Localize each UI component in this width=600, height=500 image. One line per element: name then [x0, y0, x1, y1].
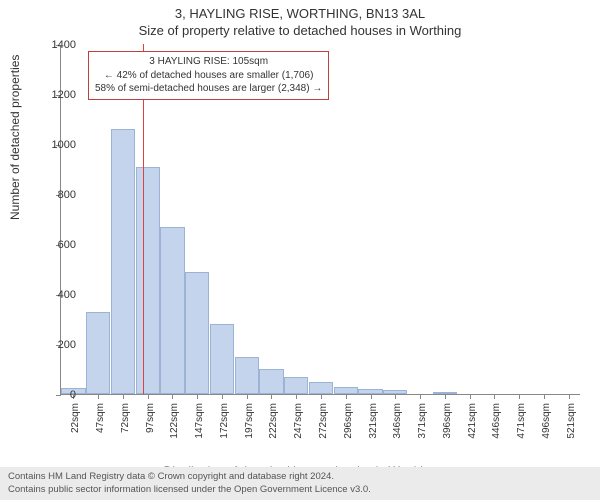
x-tick-label: 22sqm: [70, 403, 81, 433]
x-tick-label: 272sqm: [318, 403, 329, 439]
chart-area: 22sqm47sqm72sqm97sqm122sqm147sqm172sqm19…: [60, 45, 580, 395]
y-tick-mark: [56, 395, 61, 396]
y-tick-label: 800: [58, 189, 76, 201]
x-tick-label: 147sqm: [194, 403, 205, 439]
y-tick-label: 200: [58, 339, 76, 351]
histogram-bar: [334, 387, 358, 395]
x-tick-mark: [321, 394, 322, 399]
x-tick-label: 247sqm: [293, 403, 304, 439]
histogram-bar: [86, 312, 110, 395]
page-address: 3, HAYLING RISE, WORTHING, BN13 3AL: [0, 0, 600, 21]
x-tick-mark: [519, 394, 520, 399]
x-tick-label: 321sqm: [368, 403, 379, 439]
x-tick-mark: [197, 394, 198, 399]
x-tick-mark: [98, 394, 99, 399]
x-tick-label: 47sqm: [95, 403, 106, 433]
x-tick-mark: [470, 394, 471, 399]
histogram-bar: [309, 382, 333, 395]
x-tick-label: 172sqm: [219, 403, 230, 439]
histogram-bar: [259, 369, 283, 394]
histogram-bar: [284, 377, 308, 395]
x-tick-label: 72sqm: [120, 403, 131, 433]
y-tick-label: 600: [58, 239, 76, 251]
histogram-bar: [185, 272, 209, 395]
x-tick-mark: [222, 394, 223, 399]
x-tick-mark: [569, 394, 570, 399]
annotation-line3: 58% of semi-detached houses are larger (…: [95, 82, 322, 96]
histogram-bar: [160, 227, 184, 395]
x-tick-mark: [494, 394, 495, 399]
x-tick-label: 421sqm: [467, 403, 478, 439]
y-tick-label: 1000: [52, 139, 76, 151]
y-tick-label: 0: [70, 389, 76, 401]
y-tick-label: 1200: [52, 89, 76, 101]
x-tick-label: 521sqm: [566, 403, 577, 439]
x-tick-label: 222sqm: [268, 403, 279, 439]
x-tick-label: 396sqm: [442, 403, 453, 439]
page-subtitle: Size of property relative to detached ho…: [0, 21, 600, 38]
histogram-bar: [136, 167, 160, 395]
annotation-line1: 3 HAYLING RISE: 105sqm: [95, 55, 322, 69]
x-tick-label: 496sqm: [541, 403, 552, 439]
x-tick-label: 197sqm: [244, 403, 255, 439]
y-tick-label: 400: [58, 289, 76, 301]
x-tick-mark: [123, 394, 124, 399]
x-tick-label: 471sqm: [516, 403, 527, 439]
y-axis-label: Number of detached properties: [8, 55, 22, 220]
x-tick-mark: [346, 394, 347, 399]
x-tick-mark: [420, 394, 421, 399]
x-tick-mark: [247, 394, 248, 399]
x-tick-mark: [296, 394, 297, 399]
x-tick-label: 296sqm: [343, 403, 354, 439]
footer-line1: Contains HM Land Registry data © Crown c…: [8, 471, 592, 483]
footer: Contains HM Land Registry data © Crown c…: [0, 467, 600, 500]
x-tick-label: 371sqm: [417, 403, 428, 439]
x-tick-mark: [371, 394, 372, 399]
x-tick-label: 346sqm: [392, 403, 403, 439]
x-tick-mark: [395, 394, 396, 399]
histogram-bar: [235, 357, 259, 395]
annotation-box: 3 HAYLING RISE: 105sqm ← 42% of detached…: [88, 51, 329, 100]
x-tick-mark: [148, 394, 149, 399]
x-tick-mark: [544, 394, 545, 399]
histogram-bar: [111, 129, 135, 394]
x-tick-mark: [271, 394, 272, 399]
x-tick-label: 122sqm: [169, 403, 180, 439]
x-tick-label: 446sqm: [491, 403, 502, 439]
x-tick-mark: [172, 394, 173, 399]
x-tick-mark: [445, 394, 446, 399]
x-tick-label: 97sqm: [145, 403, 156, 433]
annotation-line2: ← 42% of detached houses are smaller (1,…: [95, 69, 322, 83]
footer-line2: Contains public sector information licen…: [8, 484, 592, 496]
histogram-bar: [210, 324, 234, 394]
y-tick-label: 1400: [52, 39, 76, 51]
